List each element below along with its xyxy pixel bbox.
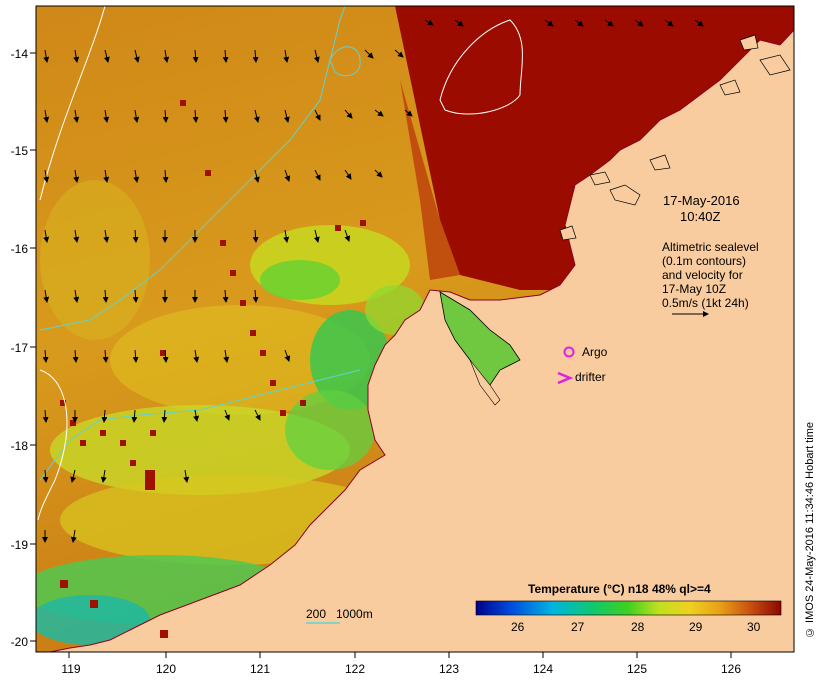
colorbar-tick-28: 28 (631, 620, 645, 634)
lon-tick-126: 126 (721, 662, 741, 676)
lat-tick--18: -18 (11, 439, 29, 453)
lat-tick--17: -17 (11, 341, 29, 355)
lat-tick--20: -20 (11, 635, 29, 649)
lon-tick-124: 124 (533, 662, 553, 676)
coastal-islands (559, 34, 791, 241)
imos-credit: © IMOS 24-May-2016 11:34:46 Hobart time (804, 421, 816, 638)
map-frame (35, 5, 795, 653)
depth-legend-1000m: 1000m (336, 607, 373, 621)
depth-legend-200: 200 (306, 607, 326, 621)
lat-tick--19: -19 (11, 538, 29, 552)
lon-tick-120: 120 (156, 662, 176, 676)
velocity-arrows (42, 19, 704, 543)
argo-marker (563, 346, 575, 358)
altimetry-line-4: 17-May 10Z (662, 282, 726, 296)
altimetry-line-1: Altimetric sealevel (662, 240, 759, 254)
image-date: 17-May-2016 (663, 193, 740, 208)
altimetry-line-2: (0.1m contours) (662, 254, 746, 268)
lat-tick--14: -14 (11, 47, 29, 61)
map-plot-area: 200 1000m 17-May-2016 10:40Z Altimetric … (36, 6, 794, 652)
colorbar-title: Temperature (°C) n18 48% ql>=4 (528, 582, 711, 596)
image-time: 10:40Z (680, 209, 721, 224)
lat-tick--15: -15 (11, 144, 29, 158)
axis-ticks (30, 52, 732, 658)
drifter-marker (557, 371, 574, 385)
longitude-labels: 119 120 121 122 123 124 125 126 (61, 662, 741, 676)
argo-label: Argo (582, 345, 608, 359)
lon-tick-119: 119 (61, 662, 80, 676)
latitude-labels: -14 -15 -16 -17 -18 -19 -20 (11, 47, 29, 649)
lon-tick-122: 122 (345, 662, 365, 676)
lon-tick-121: 121 (250, 662, 270, 676)
land-estuary (439, 291, 521, 386)
lat-tick--16: -16 (11, 242, 29, 256)
sealevel-contours (37, 6, 523, 521)
altimetry-line-3: and velocity for (662, 268, 743, 282)
scale-vector-label: 0.5m/s (1kt 24h) (662, 296, 749, 310)
colorbar-gradient (475, 600, 782, 616)
colorbar-tick-27: 27 (571, 620, 585, 634)
land-mainland (49, 29, 794, 652)
colorbar: Temperature (°C) n18 48% ql>=4 26 27 28 … (475, 582, 782, 634)
drifter-label: drifter (575, 370, 606, 384)
colorbar-tick-29: 29 (689, 620, 703, 634)
flagged-pixels (60, 100, 366, 638)
colorbar-tick-26: 26 (511, 620, 525, 634)
colorbar-tick-30: 30 (747, 620, 761, 634)
lon-tick-123: 123 (439, 662, 459, 676)
lon-tick-125: 125 (627, 662, 647, 676)
